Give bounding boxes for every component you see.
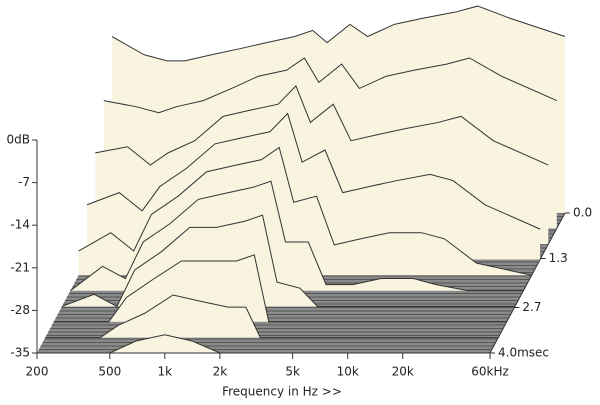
x-axis-label: Frequency in Hz >> <box>222 385 342 399</box>
y-tick-label: -14 <box>10 218 30 232</box>
x-tick-label: 5k <box>285 365 300 379</box>
x-tick-label: 200 <box>26 365 49 379</box>
x-tick-label: 10k <box>337 365 359 379</box>
x-tick-label: 1k <box>158 365 173 379</box>
y-tick-label: -35 <box>10 346 30 360</box>
time-axis <box>489 212 566 354</box>
slice-fill <box>37 334 490 353</box>
time-tick-label: 2.7 <box>522 300 541 314</box>
slice-line <box>61 214 515 308</box>
slice-line <box>111 5 566 62</box>
slice-line <box>53 254 507 323</box>
slice-line <box>103 57 557 114</box>
x-tick-label: 20k <box>392 365 414 379</box>
slice-line <box>45 294 499 339</box>
y-tick-label: -7 <box>18 175 30 189</box>
y-tick-label: -21 <box>10 260 30 274</box>
y-tick-label: 0dB <box>7 133 30 147</box>
x-tick-label: 60kHz <box>471 365 509 379</box>
slice-line <box>70 180 524 292</box>
slice-fill <box>45 295 499 338</box>
slice-line <box>78 146 532 276</box>
x-tick-label: 500 <box>98 365 121 379</box>
time-tick-label: 1.3 <box>549 251 568 265</box>
slice-line <box>95 85 549 166</box>
x-tick-label: 2k <box>213 365 228 379</box>
time-tick-label: 4.0msec <box>498 346 549 360</box>
time-tick-label: 0.0 <box>573 206 592 220</box>
slice-line <box>86 112 541 230</box>
y-tick-label: -28 <box>10 303 30 317</box>
